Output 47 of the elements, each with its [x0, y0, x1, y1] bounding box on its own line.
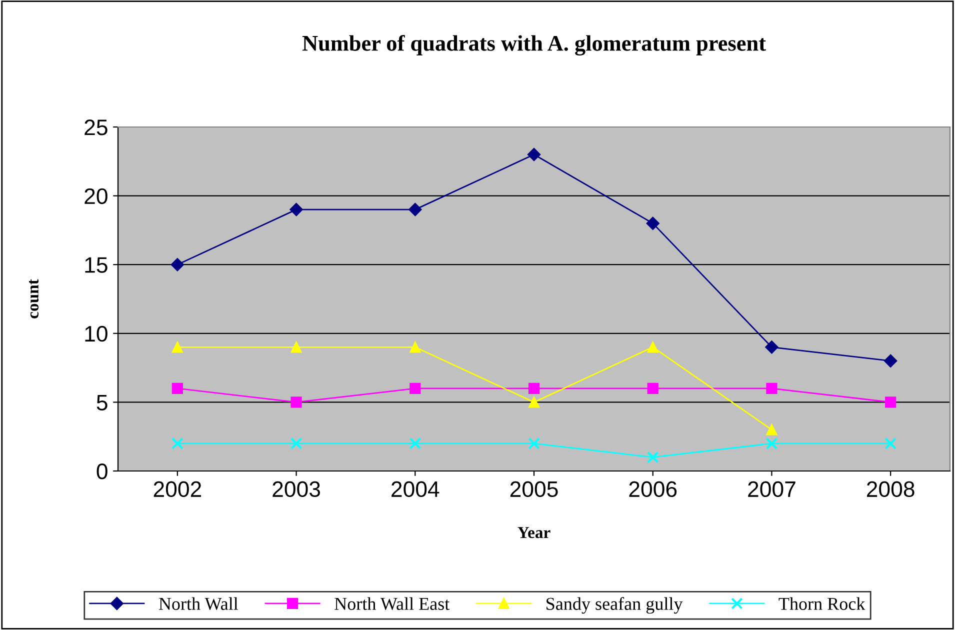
legend-label: Sandy seafan gully — [546, 597, 683, 614]
y-tick-label: 0 — [96, 464, 108, 480]
x-tick-label: 2008 — [866, 481, 914, 498]
legend-label: Thorn Rock — [778, 597, 866, 610]
point — [172, 342, 183, 353]
y-tick-label: 10 — [85, 326, 108, 342]
point — [290, 342, 302, 353]
point — [884, 438, 896, 450]
point — [885, 396, 896, 408]
point — [766, 424, 778, 436]
point — [290, 438, 302, 450]
point — [527, 148, 541, 162]
point — [409, 438, 422, 450]
point — [766, 438, 778, 450]
point — [290, 396, 302, 408]
point — [172, 382, 183, 394]
x-tick-label: 2006 — [629, 481, 677, 498]
x-tick-label: 2004 — [392, 481, 440, 498]
point — [646, 451, 659, 464]
point — [172, 438, 184, 450]
legend-label: North Wall East — [334, 597, 450, 610]
chart-title: Number of quadrats with A. glomeratum present — [302, 34, 766, 56]
y-tick-label: 20 — [84, 188, 108, 204]
point — [528, 438, 540, 450]
point — [408, 202, 422, 216]
point — [884, 354, 898, 368]
point — [647, 342, 658, 353]
legend-label: North Wall — [158, 597, 238, 610]
y-tick-label: 5 — [96, 394, 108, 410]
x-tick-label: 2003 — [272, 481, 320, 498]
point — [410, 382, 421, 394]
y-tick-label: 25 — [84, 120, 108, 136]
point — [170, 258, 184, 272]
point — [647, 382, 658, 394]
x-tick-label: 2005 — [510, 481, 558, 498]
y-tick-label: 15 — [85, 257, 108, 273]
x-axis-title: Year — [518, 527, 550, 538]
point — [766, 382, 778, 394]
point — [646, 216, 660, 230]
x-tick-label: 2002 — [154, 481, 202, 498]
point — [410, 342, 421, 353]
point — [528, 396, 540, 408]
point — [528, 382, 540, 394]
point — [765, 340, 778, 354]
point — [290, 202, 303, 216]
y-axis-title: count — [28, 279, 39, 318]
x-tick-label: 2007 — [748, 481, 796, 498]
